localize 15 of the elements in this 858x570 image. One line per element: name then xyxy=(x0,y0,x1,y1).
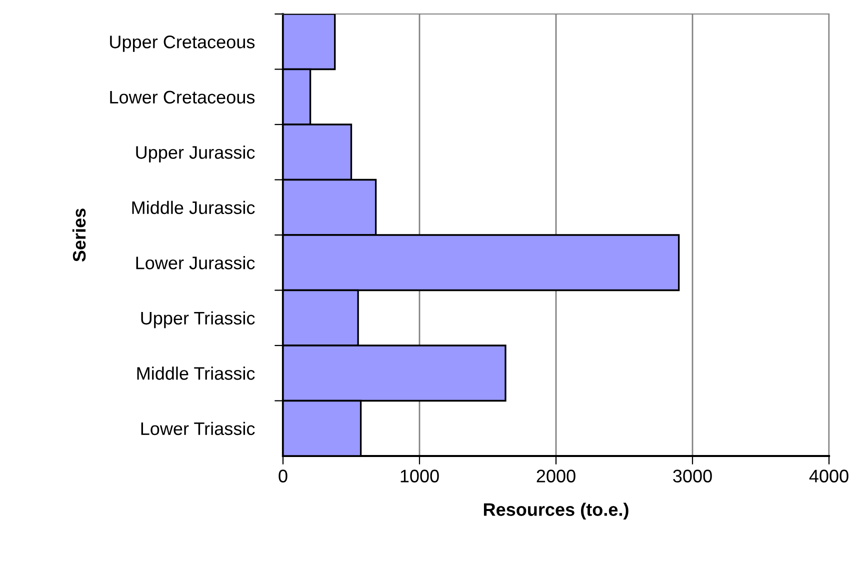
x-tick-label: 1000 xyxy=(400,470,439,482)
x-tick-label: 4000 xyxy=(809,470,848,482)
y-axis-title: Series xyxy=(72,208,86,262)
y-tick-label: Lower Jurassic xyxy=(136,256,255,270)
x-tick-label: 3000 xyxy=(673,470,712,482)
y-tick-label: Upper Cretaceous xyxy=(110,36,255,52)
y-tick-label: Upper Triassic xyxy=(141,311,255,328)
y-tick-label: Middle Triassic xyxy=(137,366,255,380)
y-tick-label: Lower Triassic xyxy=(141,422,255,436)
y-tick-label: Middle Jurassic xyxy=(132,200,255,214)
y-tick-label: Lower Cretaceous xyxy=(110,90,255,104)
y-tick-label: Upper Jurassic xyxy=(136,146,255,162)
x-axis-title: Resources (to.e.) xyxy=(484,502,628,520)
x-tick-label: 0 xyxy=(278,470,288,482)
x-tick-label: 2000 xyxy=(536,470,576,482)
